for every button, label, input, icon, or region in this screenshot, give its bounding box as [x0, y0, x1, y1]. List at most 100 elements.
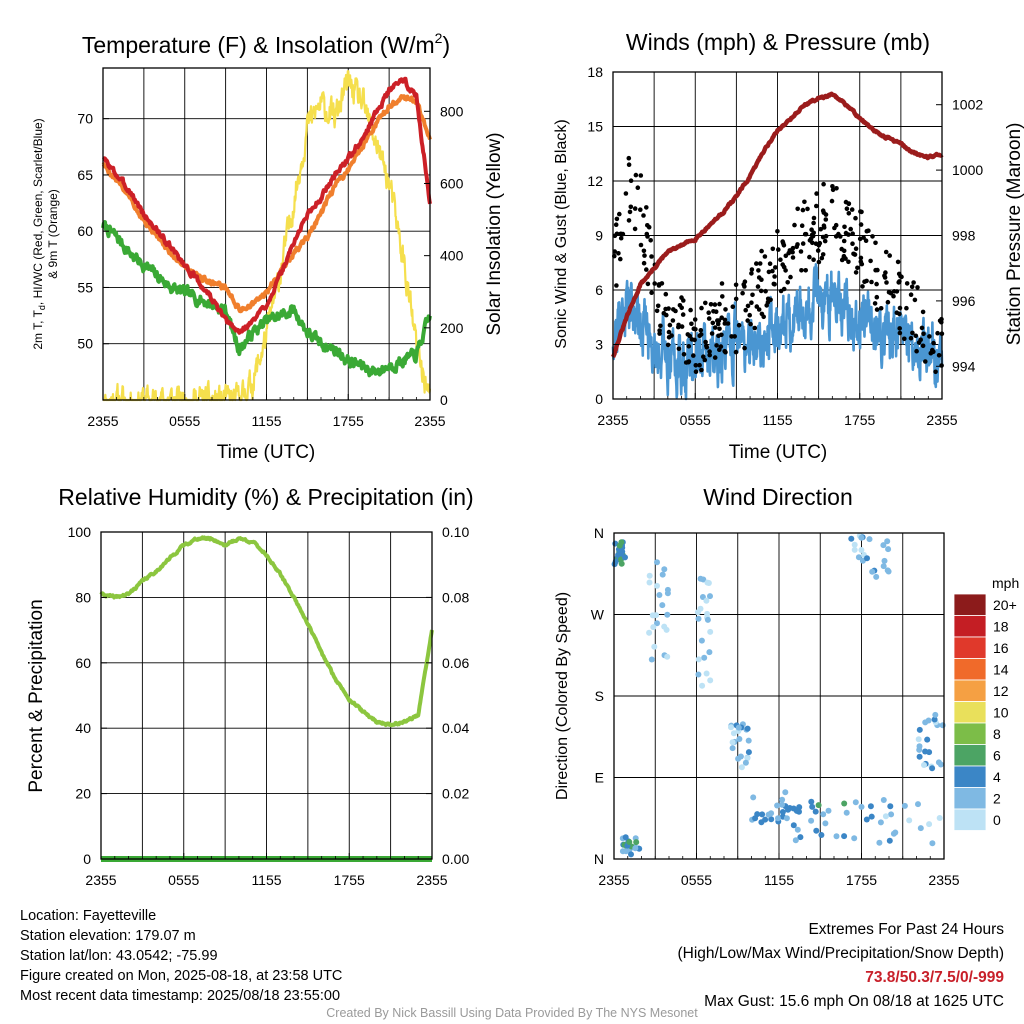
direction-point	[646, 579, 653, 586]
gust-point	[718, 344, 724, 349]
gust-point	[811, 215, 817, 221]
gust-point	[853, 270, 859, 275]
direction-point	[768, 816, 775, 823]
gust-point	[931, 340, 936, 346]
gust-point	[918, 337, 923, 343]
direction-point	[841, 800, 848, 807]
pressure-right-ytick-label: 996	[952, 293, 976, 309]
direction-point	[736, 736, 743, 742]
gust-point	[920, 343, 926, 349]
gust-point	[814, 203, 819, 209]
extremes-title: Extremes For Past 24 Hours	[808, 921, 1004, 938]
gust-point	[663, 291, 669, 297]
gust-point	[686, 359, 691, 365]
direction-point	[664, 653, 671, 660]
direction-point	[628, 851, 634, 858]
direction-point	[820, 811, 827, 818]
direction-point	[653, 612, 660, 619]
colorbar-swatch	[953, 658, 987, 681]
gust-point	[742, 284, 747, 289]
gust-point	[910, 330, 915, 336]
direction-point	[880, 797, 887, 803]
direction-point	[707, 628, 714, 635]
wind-direction-title: Wind Direction	[703, 484, 853, 510]
temperature-ylabel-left-1: 2m T, Td, HI/WC (Red, Green, Scarlet/Blu…	[31, 118, 47, 349]
gust-point	[858, 222, 864, 227]
humidity-xtick-label: 2355	[85, 872, 116, 888]
direction-point	[809, 803, 816, 810]
gust-point	[648, 238, 653, 243]
direction-point	[863, 816, 870, 823]
gust-point	[680, 312, 686, 317]
gust-point	[716, 318, 722, 323]
colorbar-label: 12	[993, 683, 1009, 699]
winds-xtick-label: 2355	[597, 412, 628, 428]
gust-point	[676, 322, 681, 328]
gust-point	[613, 222, 619, 227]
direction-point	[868, 813, 875, 820]
humidity-panel: Relative Humidity (%) & Precipitation (i…	[26, 484, 474, 888]
direction-point	[926, 749, 933, 756]
gust-point	[872, 301, 878, 306]
direction-point	[843, 809, 850, 816]
direction-point	[779, 809, 786, 815]
precip-right-ytick-label: 0.06	[442, 655, 469, 671]
gust-point	[706, 310, 711, 316]
direction-point	[697, 575, 704, 582]
direction-point	[654, 559, 660, 566]
gust-point	[749, 300, 754, 306]
gust-point	[693, 363, 699, 368]
direction-point	[864, 555, 870, 562]
gust-point	[838, 234, 843, 239]
gust-point	[853, 246, 859, 251]
gust-point	[632, 206, 638, 211]
direction-point	[921, 762, 927, 768]
direction-point	[704, 616, 711, 623]
direction-point	[699, 682, 706, 689]
temperature-left-ytick-label: 70	[77, 111, 93, 127]
direction-point	[808, 798, 815, 805]
winds-xtick-label: 1755	[844, 412, 875, 428]
gust-point	[642, 253, 647, 258]
gust-point	[902, 336, 907, 342]
direction-point	[841, 833, 848, 840]
gust-point	[750, 292, 755, 298]
gust-point	[655, 303, 661, 309]
gust-point	[813, 241, 819, 246]
gust-point	[780, 239, 785, 244]
gust-point	[749, 267, 755, 272]
created-text: Figure created on Mon, 2025-08-18, at 23…	[20, 968, 343, 984]
gust-point	[729, 334, 734, 339]
colorbar-swatch	[953, 722, 987, 745]
gust-point	[914, 348, 919, 354]
gust-point	[936, 353, 942, 358]
gust-point	[884, 280, 889, 285]
direction-point	[744, 755, 751, 762]
direction-point	[922, 719, 929, 726]
direction-point	[783, 815, 790, 822]
max-gust-text: Max Gust: 15.6 mph On 08/18 at 1625 UTC	[704, 993, 1004, 1010]
gust-point	[689, 337, 695, 342]
direction-point	[825, 807, 832, 814]
direction-point	[701, 654, 708, 661]
gust-point	[707, 349, 712, 354]
gust-point	[858, 255, 864, 261]
gust-point	[855, 265, 860, 271]
extremes-description: (High/Low/Max Wind/Precipitation/Snow De…	[677, 945, 1005, 962]
gust-point	[783, 253, 789, 259]
gust-point	[712, 355, 718, 360]
gust-point	[748, 321, 753, 327]
gust-point	[717, 326, 722, 332]
gust-point	[617, 211, 622, 217]
gust-point	[702, 357, 708, 363]
wind-left-ytick-label: 0	[595, 391, 603, 407]
gust-point	[667, 322, 673, 328]
wind-left-ytick-label: 6	[595, 282, 603, 298]
temp-9m-line	[101, 94, 432, 314]
gust-point	[913, 333, 919, 339]
gust-point	[677, 303, 683, 308]
colorbar-label: 8	[993, 726, 1001, 742]
gust-point	[626, 155, 632, 161]
temperature-xtick-label: 2355	[414, 413, 445, 429]
gust-point	[841, 238, 847, 244]
